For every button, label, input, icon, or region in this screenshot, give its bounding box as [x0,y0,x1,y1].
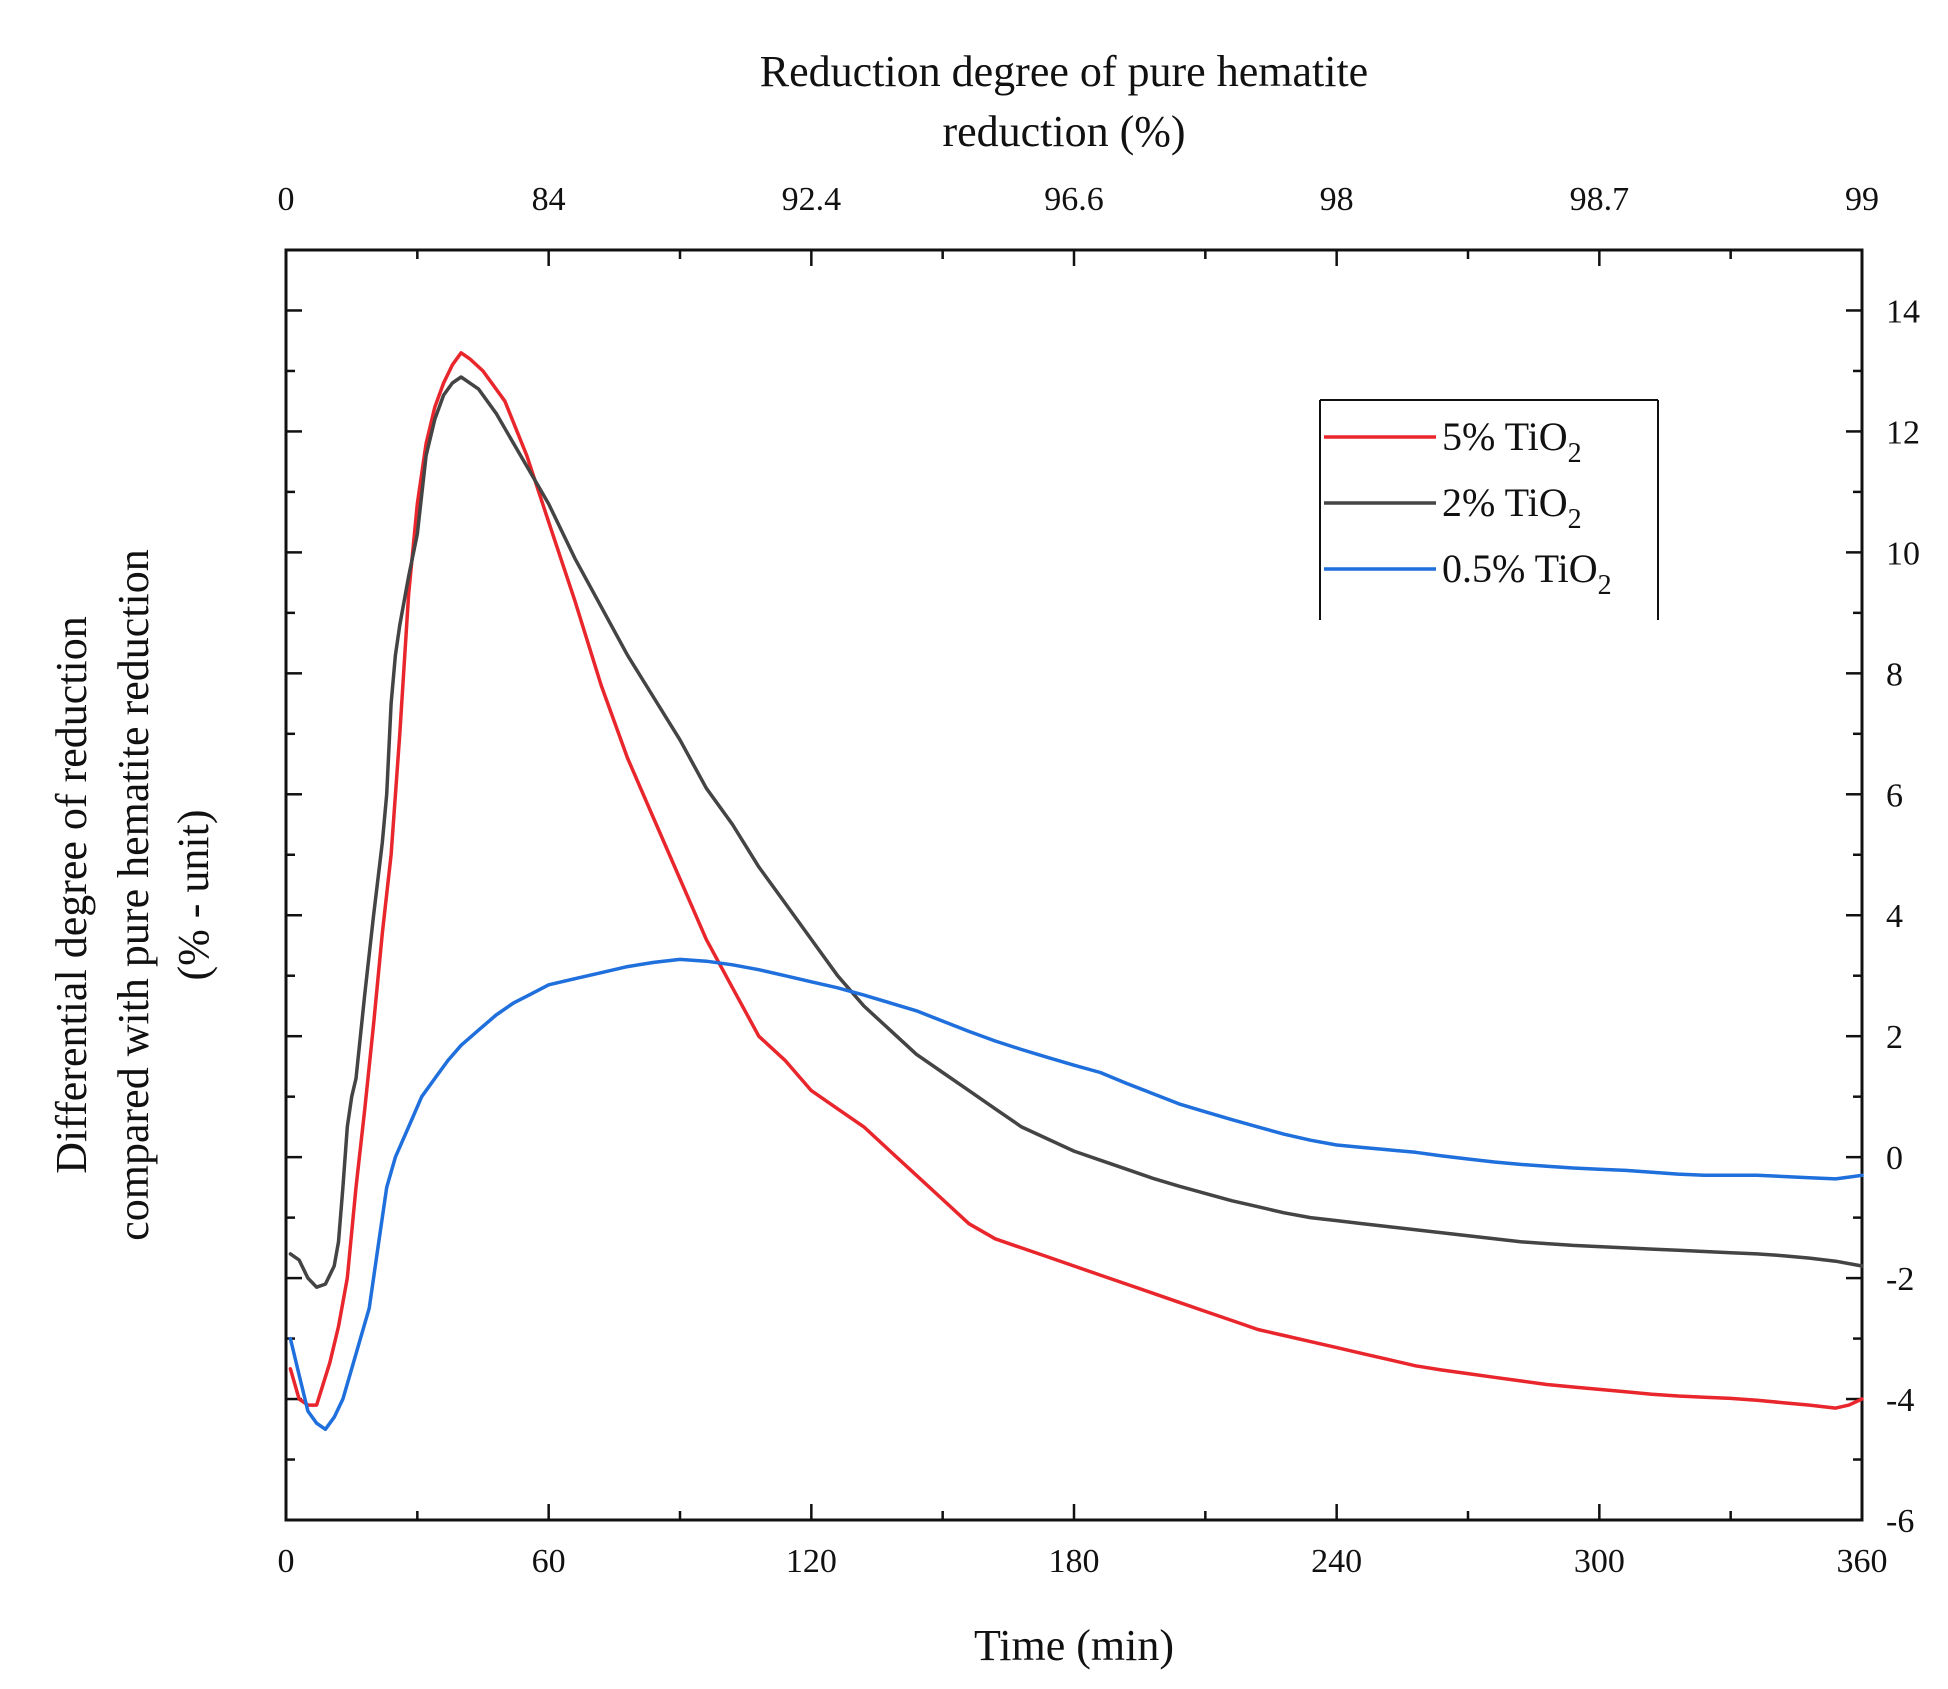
x-tick-label: 0 [278,1543,295,1580]
y-tick-label: 6 [1886,777,1903,814]
legend-label-1: 2% TiO2 [1442,480,1582,535]
series-line-1 [288,375,1864,1289]
top-x-tick-label: 0 [278,181,295,218]
y-tick-label: -2 [1886,1261,1914,1298]
x-axis-title: Time (min) [974,1621,1174,1670]
top-x-tick-label: 98 [1320,181,1354,218]
series-layer [288,351,1864,1432]
axis-ticks [284,248,1864,1522]
x-tick-label: 60 [532,1543,566,1580]
y-tick-label: -6 [1886,1503,1914,1540]
y-tick-label: 4 [1886,898,1903,935]
y-tick-label: 2 [1886,1019,1903,1056]
x-tick-label: 300 [1574,1543,1625,1580]
series-line-0 [288,351,1864,1410]
series-line-2 [288,957,1864,1432]
y-tick-label: 12 [1886,414,1920,451]
top-x-tick-label: 92.4 [782,181,842,218]
legend-label-0: 5% TiO2 [1442,414,1582,469]
top-x-tick-label: 96.6 [1044,181,1104,218]
top-x-tick-label: 98.7 [1570,181,1630,218]
x-tick-label: 240 [1311,1543,1362,1580]
legend-label-subscript: 2 [1568,504,1582,535]
y-tick-label: 14 [1886,293,1920,330]
y-axis-title: (% - unit) [169,809,218,980]
top-x-tick-label: 84 [532,181,566,218]
top-axis-title: Reduction degree of pure hematite [760,47,1368,96]
legend-label-subscript: 2 [1598,570,1612,601]
legend-label-main: 0.5% TiO [1442,546,1598,591]
y-tick-label: 0 [1886,1140,1903,1177]
x-tick-label: 360 [1837,1543,1888,1580]
legend-label-subscript: 2 [1568,438,1582,469]
y-axis-title: Differential degree of reduction [47,616,96,1173]
legend-label-2: 0.5% TiO2 [1442,546,1612,601]
top-x-tick-label: 99 [1845,181,1879,218]
legend-label-main: 2% TiO [1442,480,1568,525]
x-tick-label: 120 [786,1543,837,1580]
y-tick-label: -4 [1886,1382,1914,1419]
top-axis-title: reduction (%) [942,107,1185,156]
x-tick-label: 180 [1049,1543,1100,1580]
legend-label-main: 5% TiO [1442,414,1568,459]
y-tick-label: 10 [1886,535,1920,572]
y-tick-label: 8 [1886,656,1903,693]
y-axis-title: compared with pure hematite reduction [109,549,158,1241]
